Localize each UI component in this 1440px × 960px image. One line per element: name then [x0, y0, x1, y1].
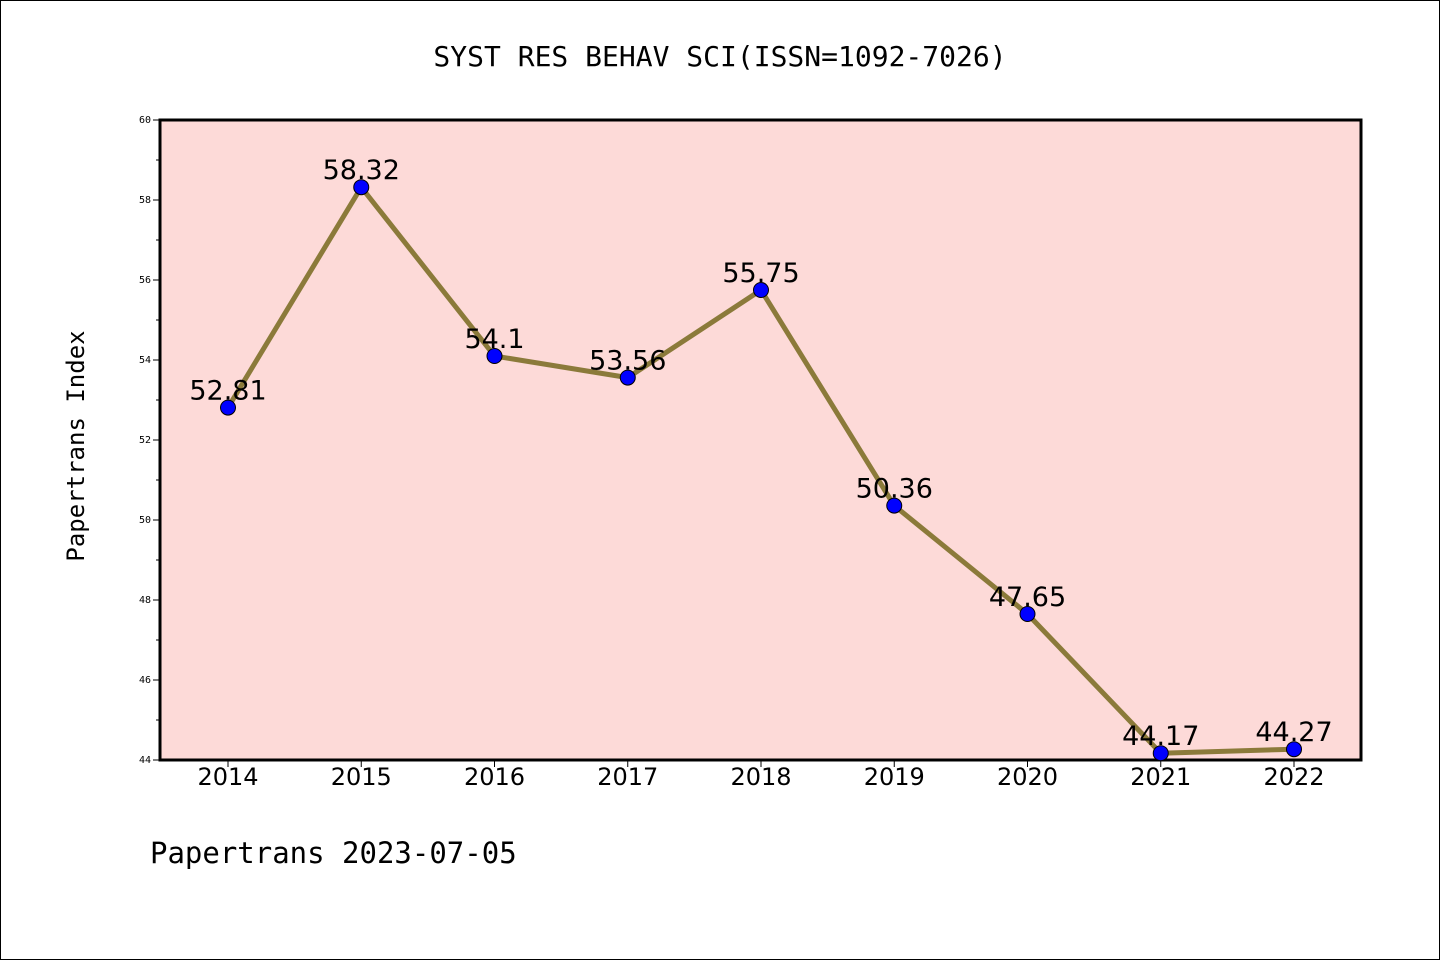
data-point	[353, 179, 370, 196]
x-tick-label: 2014	[197, 763, 258, 791]
x-tick-label: 2018	[730, 763, 791, 791]
y-tick-label: 54	[139, 355, 151, 366]
data-point	[1152, 745, 1169, 762]
x-tick-label: 2022	[1263, 763, 1324, 791]
data-point	[1019, 606, 1036, 622]
data-point	[1286, 741, 1302, 758]
footer-text: Papertrans 2023-07-05	[150, 836, 517, 870]
data-series	[220, 179, 1302, 762]
data-label: 44.17	[1122, 721, 1199, 752]
data-label: 50.36	[856, 474, 933, 505]
y-tick-label: 60	[139, 115, 151, 126]
data-label: 55.75	[722, 258, 799, 289]
y-tick-label: 44	[139, 755, 151, 766]
y-axis: 44 46 48 50 52 54 56 58 60	[139, 115, 160, 766]
y-axis-title: Papertrans Index	[62, 330, 90, 561]
x-tick-label: 2020	[997, 763, 1058, 791]
data-label: 52.81	[189, 376, 266, 407]
data-point	[886, 497, 903, 514]
y-tick-label: 58	[139, 195, 151, 206]
data-label: 58.32	[323, 155, 400, 186]
data-label: 47.65	[989, 582, 1066, 613]
x-tick-label: 2017	[597, 763, 658, 791]
data-point	[486, 348, 503, 364]
y-tick-label: 50	[139, 515, 151, 526]
data-label: 44.27	[1255, 717, 1332, 748]
y-tick-label: 52	[139, 435, 151, 446]
y-tick-label: 48	[139, 595, 151, 606]
data-label: 53.56	[589, 346, 666, 377]
chart-title: SYST RES BEHAV SCI(ISSN=1092-7026)	[433, 40, 1006, 73]
data-point	[619, 369, 636, 386]
plot-area	[158, 118, 1363, 762]
data-labels: 52.81 58.32 54.1 53.56 55.75 50.36 47.65 44.17 4…	[189, 155, 1332, 752]
y-tick-label: 46	[139, 675, 151, 686]
data-point	[220, 399, 236, 416]
data-point	[753, 282, 769, 298]
x-axis: 2014 2015 2016 2017 2018 2019 2020 2021 2022	[197, 760, 1325, 791]
y-tick-label: 56	[139, 275, 151, 286]
data-label: 54.1	[464, 324, 524, 355]
x-tick-label: 2019	[864, 763, 925, 791]
x-tick-label: 2021	[1130, 763, 1191, 791]
x-tick-label: 2016	[464, 763, 525, 791]
x-tick-label: 2015	[331, 763, 392, 791]
